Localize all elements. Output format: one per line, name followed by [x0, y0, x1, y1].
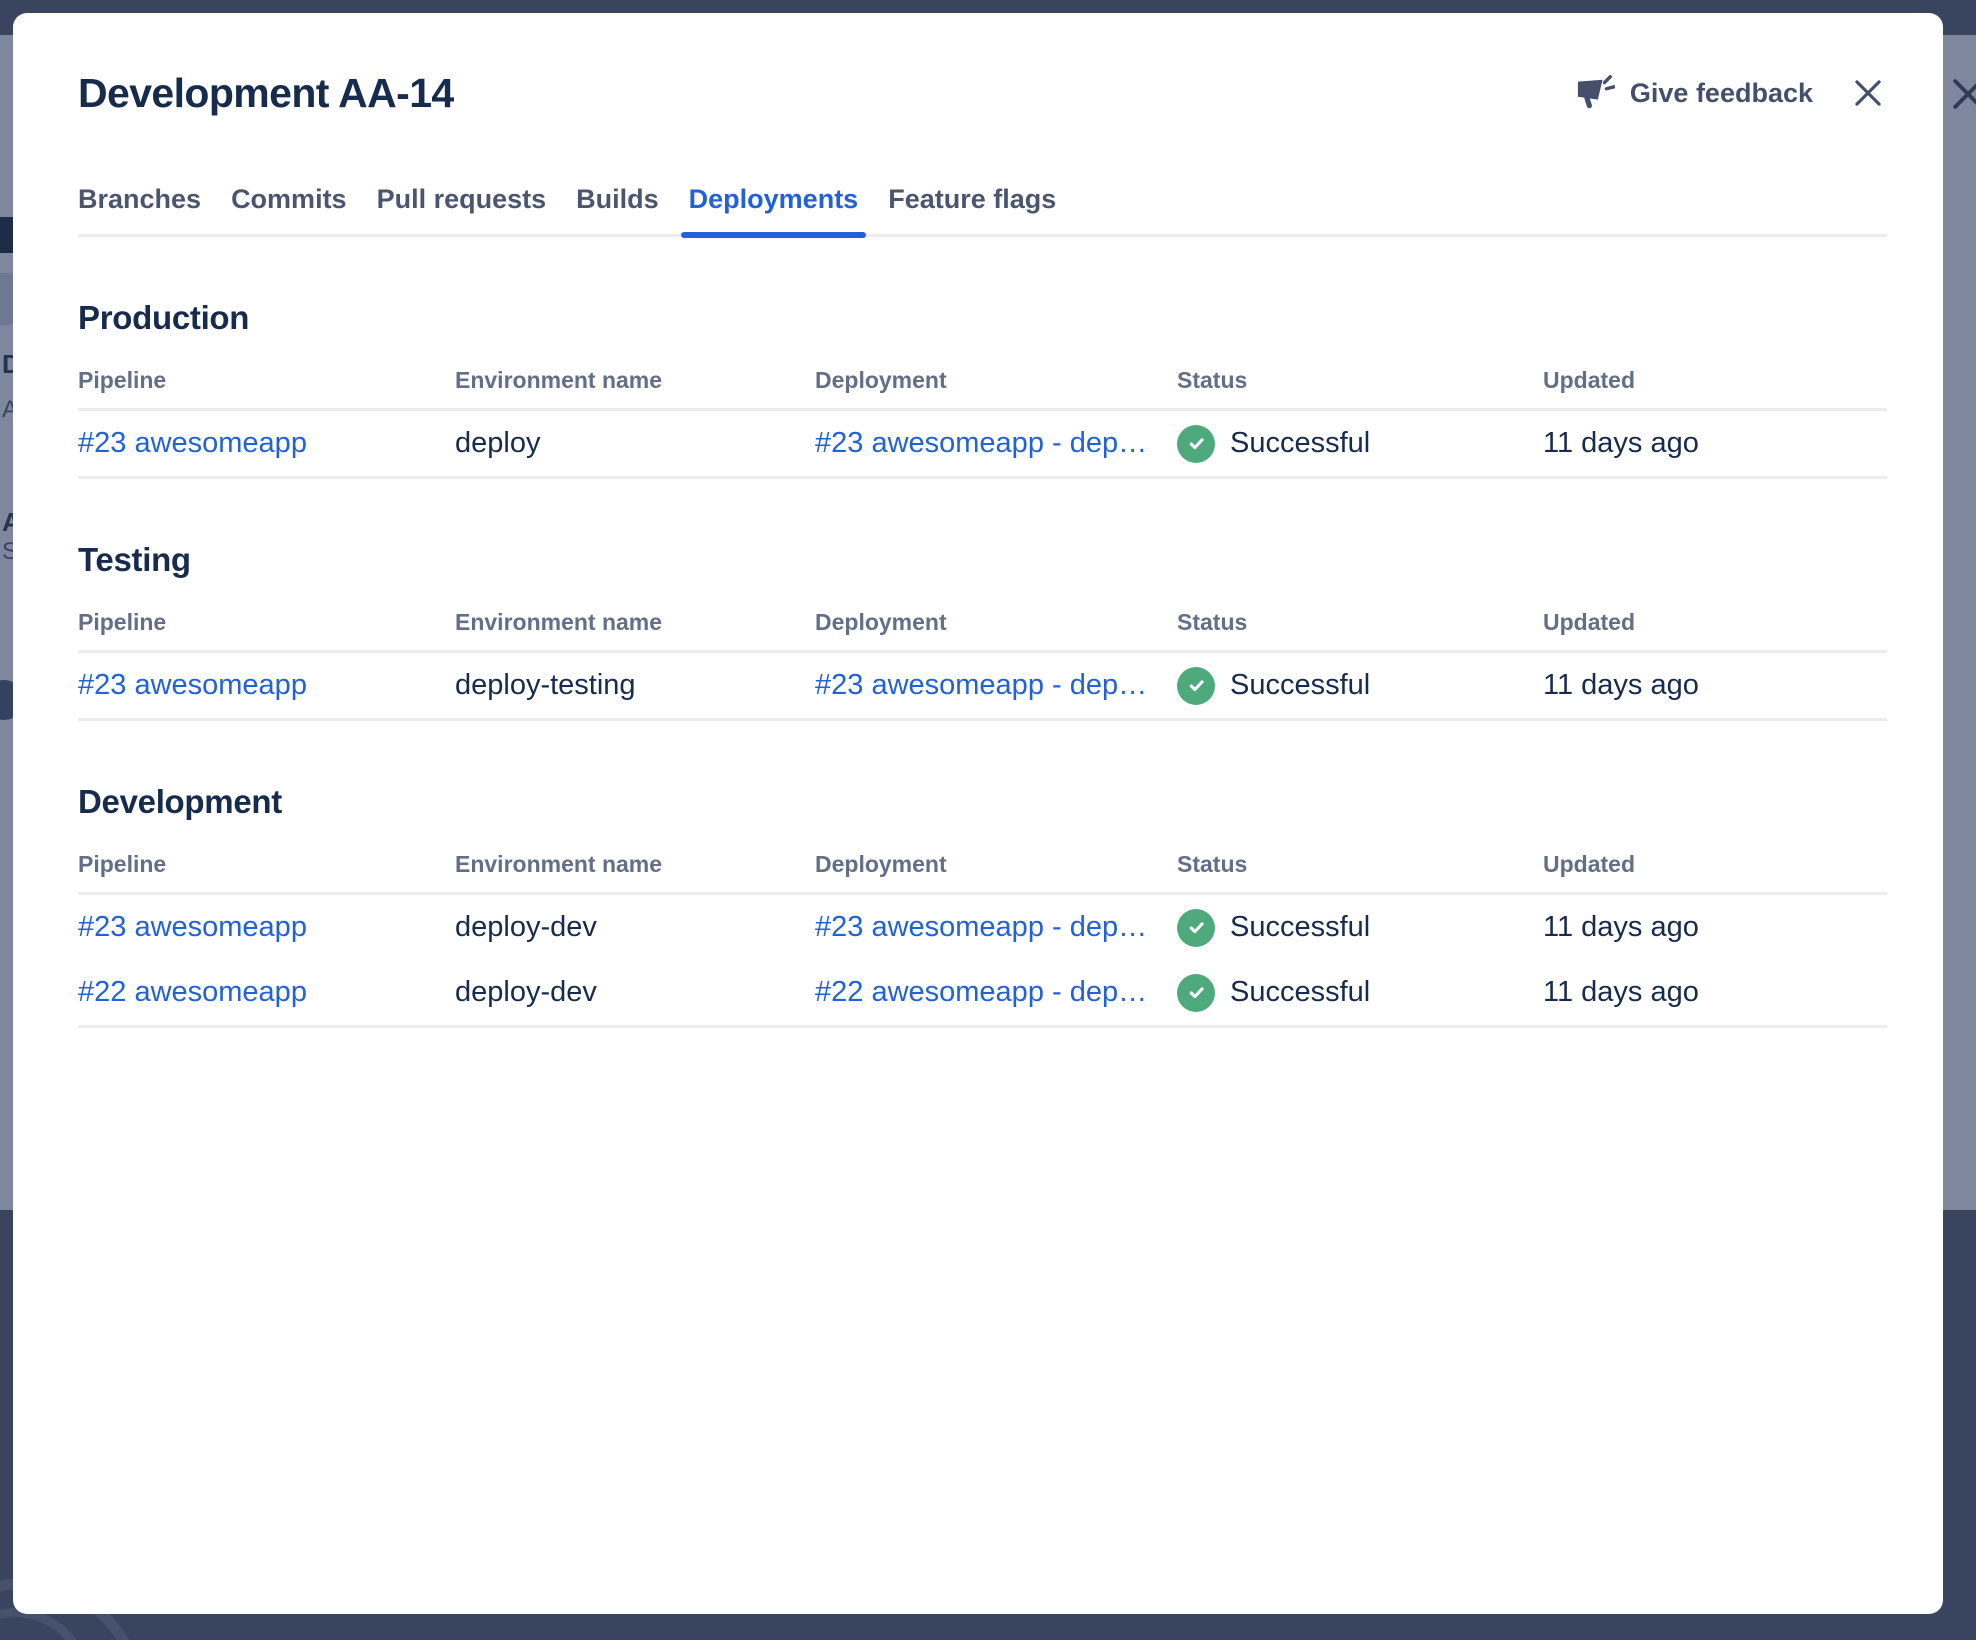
- status-badge: Successful: [1177, 908, 1543, 947]
- tab-feature-flags[interactable]: Feature flags: [888, 184, 1056, 234]
- column-pipeline: Pipeline: [78, 851, 167, 877]
- environment-name: deploy-dev: [455, 911, 597, 943]
- give-feedback-button[interactable]: Give feedback: [1575, 74, 1813, 112]
- section-development: Development Pipeline Environment name De…: [78, 783, 1887, 1028]
- close-button[interactable]: [1849, 74, 1887, 112]
- column-deployment: Deployment: [815, 851, 947, 877]
- deployment-row: #23 awesomeapp deploy-testing #23 awesom…: [78, 653, 1887, 718]
- column-updated: Updated: [1543, 851, 1635, 877]
- section-heading: Testing: [78, 541, 191, 578]
- status-badge: Successful: [1177, 424, 1543, 463]
- check-circle-icon: [1177, 973, 1215, 1012]
- column-environment: Environment name: [455, 851, 663, 877]
- column-updated: Updated: [1543, 609, 1635, 635]
- check-circle-icon: [1177, 908, 1215, 947]
- column-pipeline: Pipeline: [78, 367, 167, 393]
- updated-value: 11 days ago: [1543, 911, 1699, 943]
- table-header: Pipeline Environment name Deployment Sta…: [78, 367, 1887, 411]
- column-status: Status: [1177, 609, 1248, 635]
- environment-name: deploy-testing: [455, 669, 636, 701]
- table-header: Pipeline Environment name Deployment Sta…: [78, 851, 1887, 895]
- deployment-row: #22 awesomeapp deploy-dev #22 awesomeapp…: [78, 960, 1887, 1025]
- updated-value: 11 days ago: [1543, 976, 1699, 1008]
- underlying-heading-fragment: [0, 217, 14, 253]
- section-heading: Production: [78, 299, 250, 336]
- tab-bar: Branches Commits Pull requests Builds De…: [78, 184, 1887, 238]
- underlying-button-fragment: [0, 273, 16, 325]
- tab-builds[interactable]: Builds: [576, 184, 659, 234]
- megaphone-icon: [1575, 74, 1615, 112]
- table-header: Pipeline Environment name Deployment Sta…: [78, 609, 1887, 653]
- dialog-title: Development AA-14: [78, 70, 454, 116]
- status-label: Successful: [1230, 976, 1371, 1008]
- column-status: Status: [1177, 367, 1248, 393]
- status-label: Successful: [1230, 669, 1371, 701]
- updated-value: 11 days ago: [1543, 669, 1699, 701]
- column-deployment: Deployment: [815, 367, 947, 393]
- environment-name: deploy-dev: [455, 976, 597, 1008]
- close-icon: [1849, 74, 1887, 112]
- pipeline-link[interactable]: #23 awesomeapp: [78, 911, 307, 943]
- status-badge: Successful: [1177, 973, 1543, 1012]
- column-pipeline: Pipeline: [78, 609, 167, 635]
- status-label: Successful: [1230, 427, 1371, 459]
- column-status: Status: [1177, 851, 1248, 877]
- tab-branches[interactable]: Branches: [78, 184, 201, 234]
- deployment-link[interactable]: #22 awesomeapp - dep…: [815, 976, 1148, 1008]
- column-deployment: Deployment: [815, 609, 947, 635]
- column-updated: Updated: [1543, 367, 1635, 393]
- environment-name: deploy: [455, 427, 541, 459]
- tab-deployments[interactable]: Deployments: [680, 184, 866, 238]
- dialog-actions: Give feedback: [1575, 74, 1887, 112]
- deployment-link[interactable]: #23 awesomeapp - dep…: [815, 427, 1148, 459]
- column-environment: Environment name: [455, 367, 663, 393]
- pipeline-link[interactable]: #22 awesomeapp: [78, 976, 307, 1008]
- column-environment: Environment name: [455, 609, 663, 635]
- deployment-row: #23 awesomeapp deploy #23 awesomeapp - d…: [78, 411, 1887, 476]
- deployment-link[interactable]: #23 awesomeapp - dep…: [815, 669, 1148, 701]
- dialog-header: Development AA-14 Give feedback: [78, 68, 1887, 118]
- table-body: #23 awesomeapp deploy-dev #23 awesomeapp…: [78, 895, 1887, 1028]
- deployment-link[interactable]: #23 awesomeapp - dep…: [815, 911, 1148, 943]
- status-label: Successful: [1230, 911, 1371, 943]
- check-circle-icon: [1177, 666, 1215, 705]
- pipeline-link[interactable]: #23 awesomeapp: [78, 427, 307, 459]
- check-circle-icon: [1177, 424, 1215, 463]
- tab-commits[interactable]: Commits: [231, 184, 347, 234]
- deployment-row: #23 awesomeapp deploy-dev #23 awesomeapp…: [78, 895, 1887, 960]
- pipeline-link[interactable]: #23 awesomeapp: [78, 669, 307, 701]
- table-body: #23 awesomeapp deploy #23 awesomeapp - d…: [78, 411, 1887, 479]
- deployments-dialog: Development AA-14 Give feedback: [13, 13, 1943, 1614]
- section-production: Production Pipeline Environment name Dep…: [78, 299, 1887, 479]
- updated-value: 11 days ago: [1543, 427, 1699, 459]
- section-testing: Testing Pipeline Environment name Deploy…: [78, 541, 1887, 721]
- tab-pull-requests[interactable]: Pull requests: [377, 184, 547, 234]
- section-heading: Development: [78, 783, 282, 820]
- status-badge: Successful: [1177, 666, 1543, 705]
- table-body: #23 awesomeapp deploy-testing #23 awesom…: [78, 653, 1887, 721]
- give-feedback-label: Give feedback: [1629, 77, 1813, 108]
- underlying-close-icon: [1946, 72, 1976, 116]
